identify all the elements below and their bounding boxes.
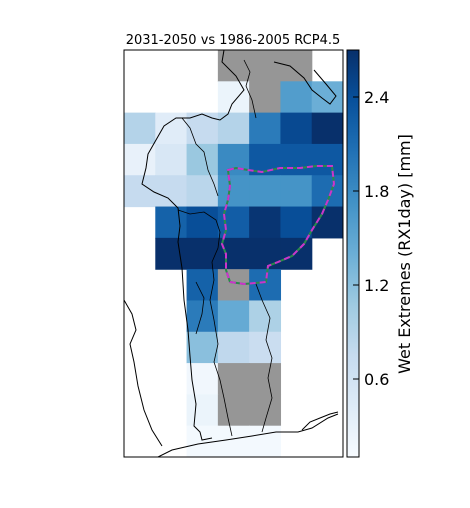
heatmap-cell-no-data [217, 50, 250, 82]
grid-cells [124, 50, 343, 457]
heatmap-cell-no-data [217, 269, 250, 302]
heatmap-cell [249, 237, 282, 270]
heatmap-cell [249, 331, 282, 364]
heatmap-cell [186, 237, 219, 270]
heatmap-cell [217, 425, 250, 457]
heatmap-cell [311, 81, 343, 114]
west-coastline [124, 299, 163, 447]
heatmap-cell-no-data [217, 394, 250, 427]
peninsula-coastline [273, 61, 337, 105]
border-east [255, 283, 273, 433]
colorbar-ticks [353, 96, 359, 380]
heatmap-cell [249, 206, 282, 239]
heatmap-cell [217, 81, 250, 114]
heatmap-cell [249, 425, 282, 457]
south-coastline [157, 413, 339, 457]
heatmap-cell-no-data [280, 50, 313, 82]
heatmap-cell [155, 206, 188, 239]
heatmap-cell [311, 143, 343, 176]
heatmap-cell-no-data [217, 363, 250, 395]
heatmap-cell [249, 300, 282, 333]
region-outline [220, 165, 336, 286]
heatmap-cell [249, 175, 282, 208]
heatmap-cell [186, 206, 219, 239]
colorbar-tick-label: 1.2 [364, 276, 389, 295]
border-central [177, 209, 233, 437]
heatmap-cell [311, 112, 343, 145]
colorbar-label: Wet Extremes (RX1day) [mm] [395, 134, 414, 374]
colorbar-tick-label: 1.8 [364, 182, 389, 201]
heatmap-cell-no-data [249, 50, 282, 82]
heatmap-cell [217, 143, 250, 176]
heatmap-cell [155, 143, 188, 176]
heatmap-cell [155, 112, 188, 145]
border-west [195, 281, 205, 335]
colorbar-tick-label: 2.4 [364, 88, 389, 107]
heatmap-cell [280, 143, 313, 176]
borders [177, 59, 273, 437]
chart-title: 2031-2050 vs 1986-2005 RCP4.5 [126, 33, 341, 48]
east-coastline [141, 50, 245, 441]
heatmap-cell [217, 206, 250, 239]
border-northwest [181, 117, 219, 197]
colorbar-gradient [346, 49, 360, 458]
heatmap-cell [186, 175, 219, 208]
heatmap-cell [155, 175, 188, 208]
heatmap-cell [280, 112, 313, 145]
heatmap-cell [124, 112, 156, 145]
heatmap-cell [280, 81, 313, 114]
heatmap-cell-no-data [249, 81, 282, 114]
heatmap-cell [280, 206, 313, 239]
heatmap-cell [217, 175, 250, 208]
heatmap-cell [186, 394, 219, 427]
coastlines [124, 50, 339, 457]
colorbar: 0.6 1.2 1.8 2.4 Wet Extremes (RX1day) [m… [346, 49, 414, 458]
heatmap-cell-no-data [249, 363, 282, 395]
heatmap-cell [217, 331, 250, 364]
heatmap-cell [280, 237, 313, 270]
border-north [243, 59, 257, 119]
region-outline-magenta [220, 165, 336, 286]
heatmap-cell [186, 143, 219, 176]
heatmap-cell [124, 175, 156, 208]
heatmap-cell [249, 112, 282, 145]
map-area [124, 50, 343, 457]
map-frame [123, 49, 344, 458]
heatmap-cell [280, 175, 313, 208]
heatmap-cell [155, 237, 188, 270]
heatmap-cell [186, 331, 219, 364]
heatmap-cell [249, 269, 282, 302]
tip-coastline [301, 411, 339, 431]
heatmap-cell [217, 300, 250, 333]
colorbar-tick-label: 0.6 [364, 370, 389, 389]
